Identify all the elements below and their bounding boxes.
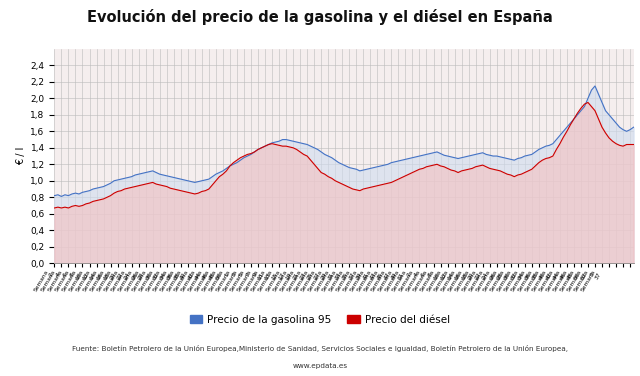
Text: Evolución del precio de la gasolina y el diésel en España: Evolución del precio de la gasolina y el… <box>87 9 553 26</box>
Text: www.epdata.es: www.epdata.es <box>292 363 348 369</box>
Legend: Precio de la gasolina 95, Precio del diésel: Precio de la gasolina 95, Precio del dié… <box>186 311 454 329</box>
Y-axis label: € / l: € / l <box>16 147 26 165</box>
Text: Fuente: Boletín Petrolero de la Unión Europea,Ministerio de Sanidad, Servicios S: Fuente: Boletín Petrolero de la Unión Eu… <box>72 344 568 352</box>
